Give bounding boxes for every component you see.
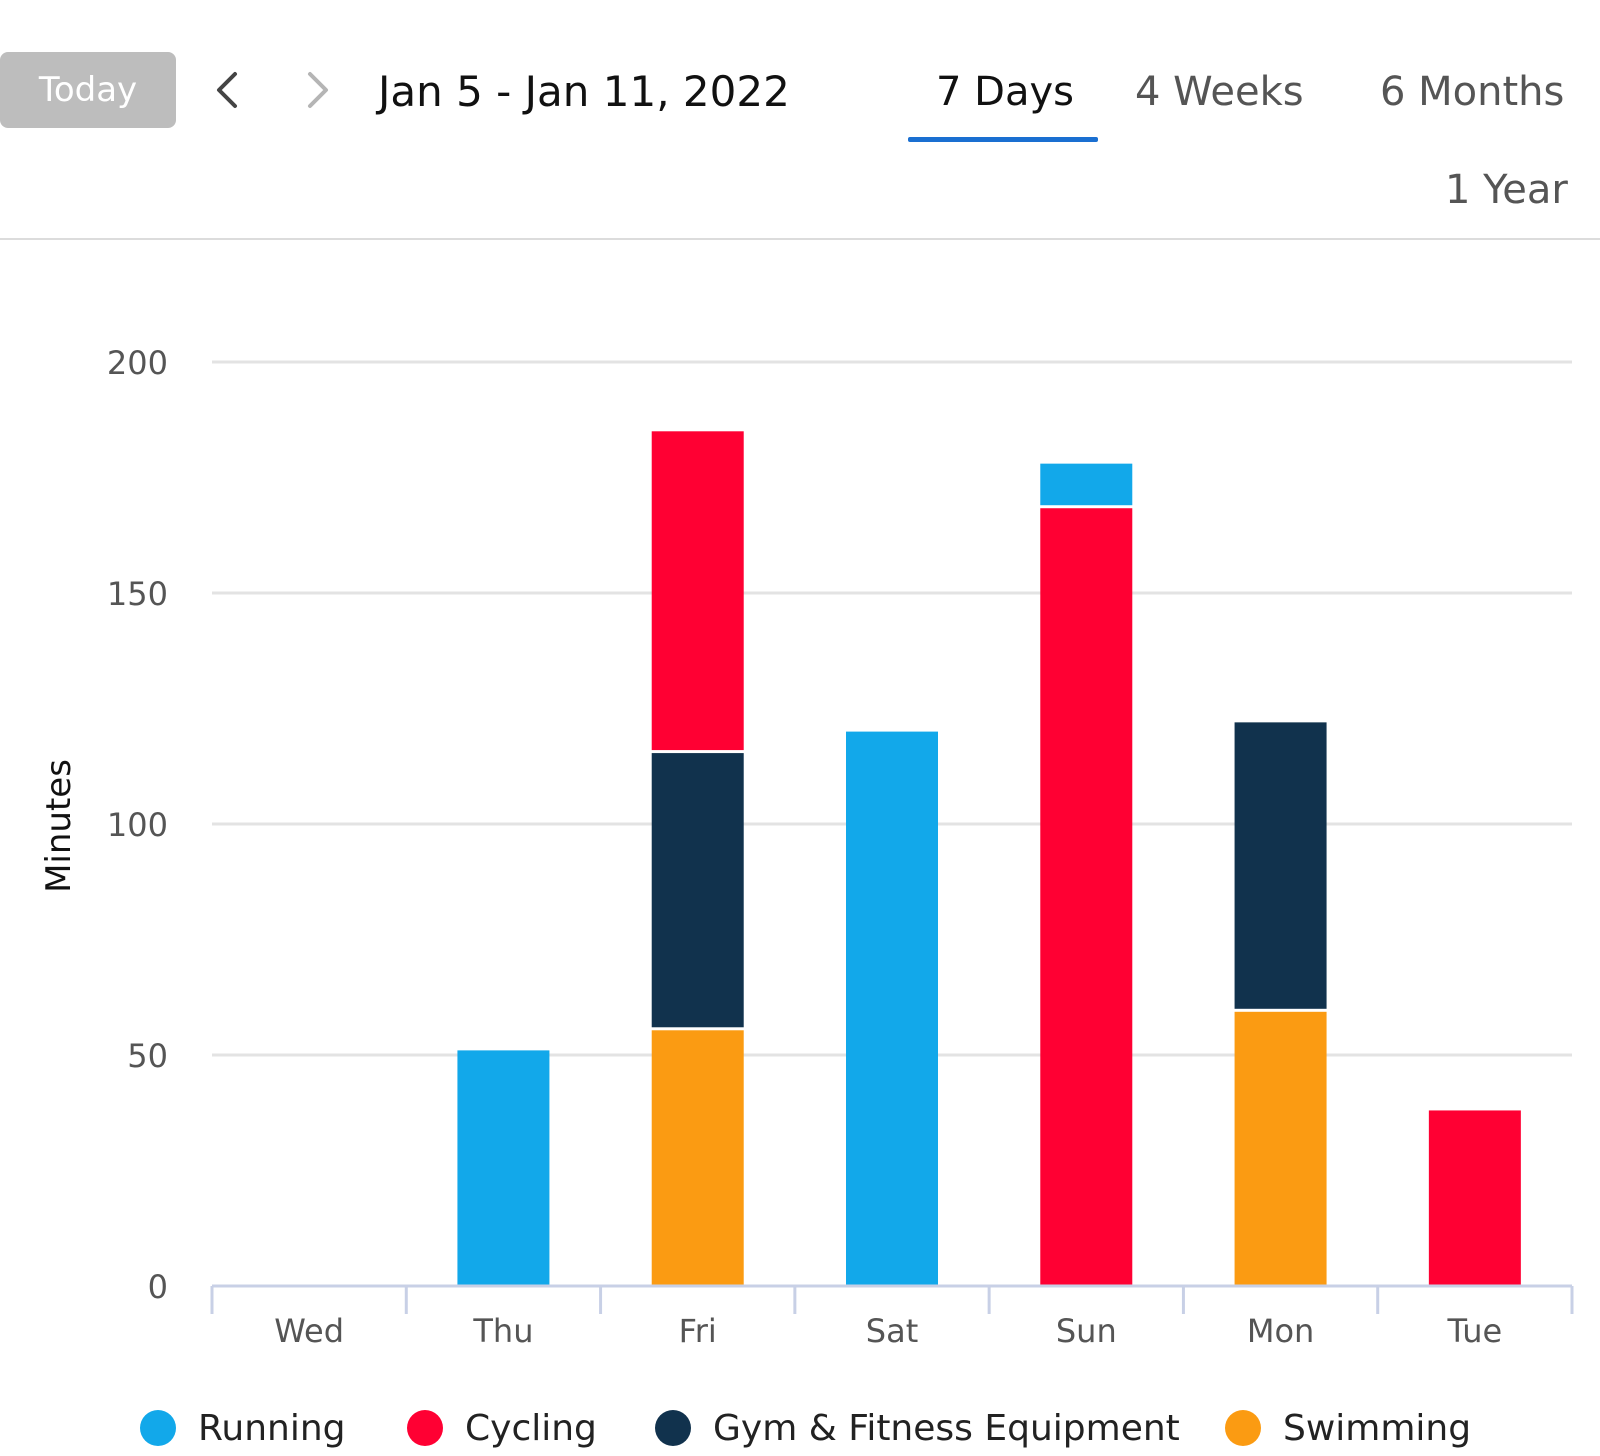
previous-period-button[interactable] (205, 60, 255, 120)
date-range-label: Jan 5 - Jan 11, 2022 (378, 67, 790, 116)
next-period-button[interactable] (290, 60, 340, 120)
x-tick-label: Wed (274, 1312, 344, 1350)
legend-label: Swimming (1283, 1407, 1472, 1449)
y-tick-label: 150 (107, 575, 168, 613)
y-tick-label: 50 (127, 1037, 168, 1075)
chevron-left-icon (217, 72, 237, 108)
legend-label: Gym & Fitness Equipment (713, 1407, 1180, 1449)
legend-swatch (655, 1410, 691, 1446)
today-button[interactable]: Today (0, 52, 176, 128)
x-tick-label: Thu (472, 1312, 533, 1350)
x-tick-label: Mon (1247, 1312, 1314, 1350)
bar-mon-swimming (1234, 1011, 1327, 1286)
chevron-right-icon (308, 72, 328, 108)
header-divider (0, 238, 1600, 240)
chart-legend: Running Cycling Gym & Fitness Equipment Swi… (0, 1400, 1600, 1456)
legend-label: Cycling (465, 1407, 597, 1449)
tab-7-days[interactable]: 7 Days (936, 69, 1074, 115)
bar-fri-gym-fitness-equipment (651, 753, 744, 1028)
y-axis-title: Minutes (39, 759, 79, 893)
x-axis-ticks: Wed Thu Fri Sat Sun Mon Tue (274, 1312, 1502, 1350)
tab-4-weeks[interactable]: 4 Weeks (1135, 69, 1304, 115)
tab-6-months[interactable]: 6 Months (1380, 69, 1565, 115)
legend-swatch (140, 1410, 176, 1446)
x-tick-label: Tue (1447, 1312, 1503, 1350)
bars (457, 431, 1521, 1287)
bar-fri-swimming (651, 1030, 744, 1286)
legend-item-gym-fitness-equipment[interactable]: Gym & Fitness Equipment (655, 1407, 1180, 1449)
bar-thu-running (457, 1050, 550, 1286)
bar-sun-cycling (1040, 508, 1133, 1287)
bar-sat-running (846, 731, 938, 1286)
bar-mon-gym-fitness-equipment (1234, 722, 1327, 1009)
stacked-bar-chart: 0 50 100 150 200 Wed Thu Fri Sat Sun Mon Tue Minut… (39, 344, 1574, 1350)
legend-label: Running (198, 1407, 346, 1449)
legend-item-swimming[interactable]: Swimming (1225, 1407, 1472, 1449)
tab-1-year[interactable]: 1 Year (1445, 167, 1568, 213)
y-tick-label: 100 (107, 806, 168, 844)
x-tick-label: Fri (679, 1312, 717, 1350)
x-tick-label: Sat (866, 1312, 918, 1350)
y-tick-label: 200 (107, 344, 168, 382)
chart-header: Today Jan 5 - Jan 11, 2022 7 Days 4 Week… (0, 0, 1600, 240)
legend-swatch (1225, 1410, 1261, 1446)
y-tick-label: 0 (148, 1268, 168, 1306)
legend-swatch (407, 1410, 443, 1446)
x-tick-label: Sun (1056, 1312, 1117, 1350)
bar-fri-cycling (651, 431, 744, 751)
y-axis-ticks: 0 50 100 150 200 (107, 344, 168, 1306)
legend-item-cycling[interactable]: Cycling (407, 1407, 597, 1449)
x-axis (210, 1284, 1574, 1314)
active-tab-indicator (908, 137, 1098, 142)
bar-tue-cycling (1428, 1110, 1521, 1286)
bar-sun-running (1040, 463, 1133, 506)
legend-item-running[interactable]: Running (140, 1407, 346, 1449)
